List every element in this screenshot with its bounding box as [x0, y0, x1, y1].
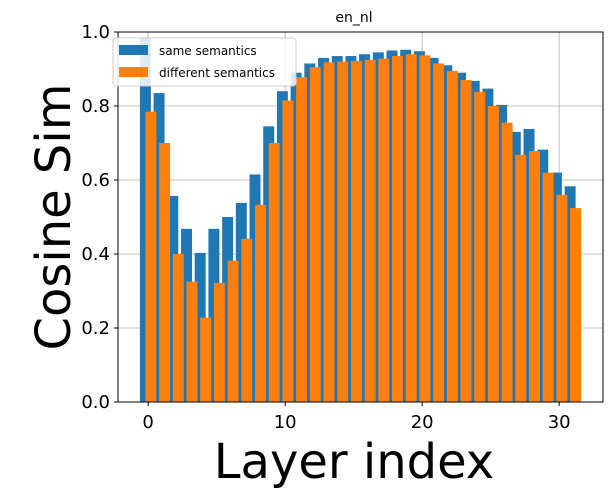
legend: same semantics different semantics — [112, 37, 297, 87]
bar — [213, 282, 225, 402]
bar — [350, 60, 362, 403]
bar — [515, 154, 527, 402]
series-different-semantics — [145, 54, 582, 403]
bar — [529, 151, 540, 402]
x-tick-label: 20 — [411, 412, 434, 433]
bar — [145, 111, 157, 403]
y-tick-label: 0.8 — [81, 96, 110, 117]
bar — [419, 55, 431, 403]
y-tick-label: 0.4 — [81, 244, 110, 265]
bar — [172, 254, 184, 402]
y-tick-label: 0.2 — [81, 318, 110, 339]
y-tick-label: 0.0 — [81, 392, 110, 413]
bar — [364, 59, 376, 402]
legend-swatch-different-semantics — [119, 67, 148, 77]
legend-label-same-semantics: same semantics — [159, 44, 257, 58]
bar — [446, 70, 458, 402]
bar — [309, 67, 321, 403]
bar — [542, 172, 554, 402]
bar — [282, 100, 294, 402]
bar — [268, 143, 280, 402]
bar — [323, 62, 335, 403]
axis-ticks: 0 10 20 30 0.0 0.2 0.4 0.6 0.8 1.0 — [81, 22, 570, 433]
bar — [337, 61, 349, 402]
x-tick-label: 10 — [274, 412, 297, 433]
chart-title: en_nl — [335, 10, 372, 26]
bar — [227, 260, 239, 402]
bar — [378, 58, 390, 402]
x-tick-label: 30 — [548, 412, 571, 433]
bar — [433, 63, 445, 402]
bar — [159, 143, 171, 402]
bar — [501, 122, 513, 403]
legend-swatch-same-semantics — [119, 45, 148, 55]
bar — [296, 77, 308, 402]
bars-group — [139, 37, 582, 403]
bar — [392, 56, 403, 403]
axes-frame — [117, 31, 604, 403]
y-tick-label: 0.6 — [81, 170, 110, 191]
bar — [405, 54, 417, 402]
bar — [255, 204, 266, 402]
bar — [200, 317, 212, 402]
bar — [241, 238, 253, 402]
bar — [570, 208, 582, 402]
x-axis-label: Layer index — [214, 434, 494, 490]
axes-border — [117, 31, 604, 403]
bar — [186, 281, 198, 402]
bar — [556, 194, 568, 402]
legend-box — [112, 37, 297, 87]
bar — [460, 80, 472, 402]
x-tick-label: 0 — [142, 412, 153, 433]
y-tick-label: 1.0 — [81, 22, 110, 43]
y-axis-label: Cosine Sim — [26, 84, 82, 351]
bar — [474, 91, 486, 402]
bar — [208, 228, 220, 402]
bar — [487, 106, 499, 402]
legend-label-different-semantics: different semantics — [159, 66, 275, 80]
